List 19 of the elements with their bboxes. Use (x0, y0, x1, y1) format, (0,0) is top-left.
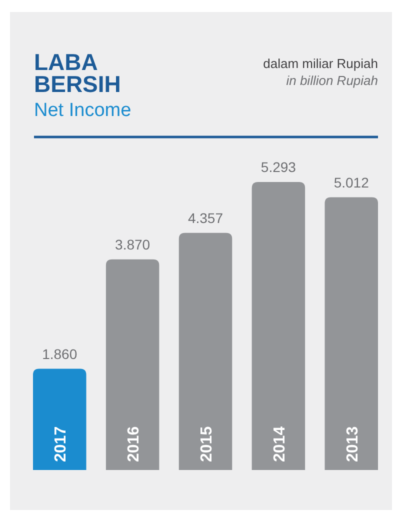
chart-subtitle: Net Income (34, 100, 132, 121)
x-tick-label: 2016 (126, 426, 143, 462)
text: in billion Rupiah (286, 73, 378, 88)
text: dalam miliar Rupiah (263, 56, 378, 71)
data-label: 1.860 (42, 346, 78, 362)
data-label: 3.870 (115, 236, 150, 252)
bar (33, 368, 86, 470)
x-tick-label: 2017 (52, 426, 70, 462)
bar (178, 232, 232, 470)
x-tick-label: 2013 (344, 426, 362, 462)
bar (252, 182, 306, 470)
bar (324, 197, 378, 470)
bar (106, 259, 160, 470)
data-label: 4.357 (188, 210, 224, 226)
data-label: 5.012 (334, 174, 370, 190)
x-tick-label: 2015 (198, 426, 216, 462)
chart-title: LABA BERSIH (34, 49, 121, 97)
x-tick-label: 2014 (271, 426, 288, 462)
data-label: 5.293 (260, 159, 296, 175)
